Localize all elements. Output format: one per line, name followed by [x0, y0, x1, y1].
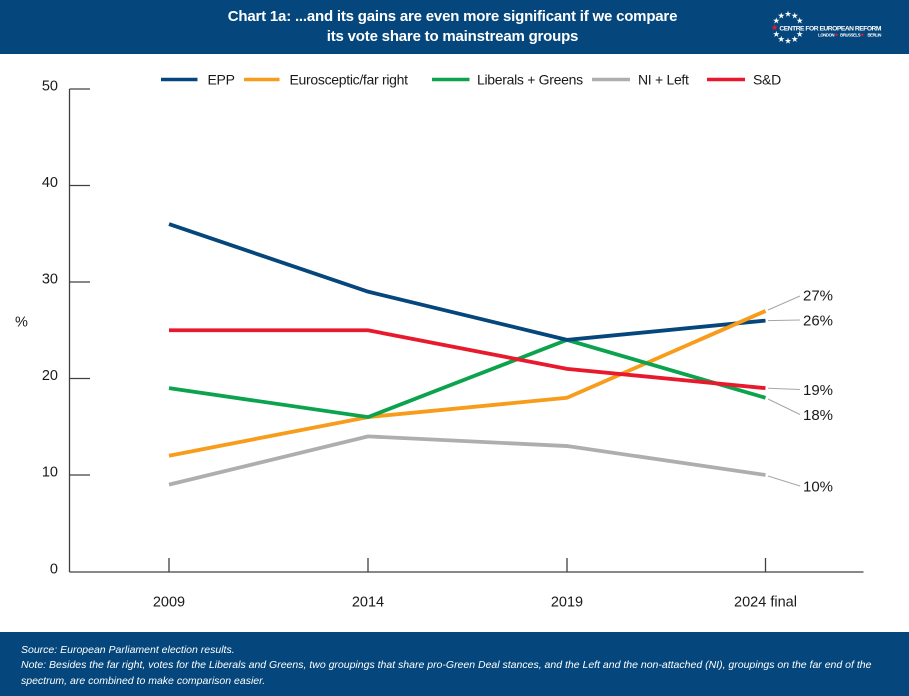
- svg-text:19%: 19%: [803, 382, 833, 399]
- svg-text:20: 20: [42, 368, 58, 384]
- svg-text:2019: 2019: [551, 595, 583, 611]
- svg-text:27%: 27%: [803, 288, 833, 305]
- svg-text:LONDON: LONDON: [818, 32, 834, 37]
- svg-text:%: %: [15, 315, 28, 331]
- svg-text:2014: 2014: [352, 595, 384, 611]
- svg-text:BERLIN: BERLIN: [868, 32, 882, 37]
- svg-text:50: 50: [42, 79, 58, 95]
- svg-text:2009: 2009: [153, 595, 185, 611]
- svg-text:10%: 10%: [803, 479, 833, 496]
- svg-text:S&D: S&D: [753, 72, 781, 88]
- svg-text:30: 30: [42, 272, 58, 288]
- svg-text:Eurosceptic/far right: Eurosceptic/far right: [290, 72, 409, 88]
- svg-text:2024 final: 2024 final: [734, 595, 797, 611]
- svg-text:18%: 18%: [803, 407, 833, 424]
- svg-text:EPP: EPP: [208, 72, 235, 88]
- svg-text:NI + Left: NI + Left: [638, 72, 689, 88]
- svg-text:Liberals + Greens: Liberals + Greens: [477, 72, 583, 88]
- svg-text:0: 0: [50, 562, 58, 578]
- svg-text:40: 40: [42, 175, 58, 191]
- svg-text:CENTRE FOR EUROPEAN REFORM: CENTRE FOR EUROPEAN REFORM: [779, 26, 881, 33]
- svg-text:BRUSSELS: BRUSSELS: [840, 32, 861, 37]
- svg-text:10: 10: [42, 465, 58, 481]
- svg-text:26%: 26%: [803, 313, 833, 330]
